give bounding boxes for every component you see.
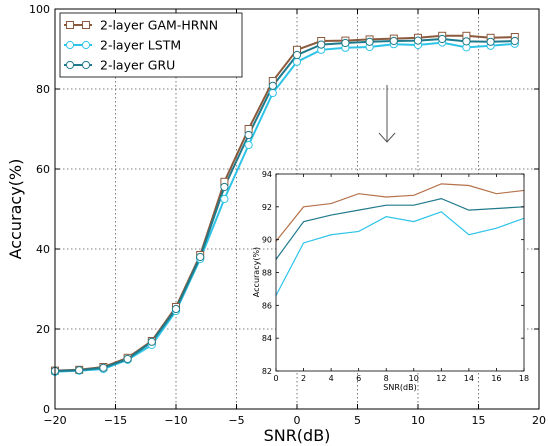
legend-marker [81,60,91,70]
inset-x-tick-label: 6 [356,374,361,383]
y-tick-label: 40 [36,243,50,256]
legend-marker [65,40,75,50]
data-point [292,50,302,60]
data-point [486,37,495,46]
x-tick-label: −10 [164,414,187,427]
data-point [389,36,398,46]
legend-label-2: 2-layer GRU [100,58,175,73]
inset-x-tick-label: 8 [384,374,389,383]
legend: 2-layer GAM-HRNN 2-layer LSTM 2-layer GRU [59,12,243,78]
data-point [292,57,302,66]
legend-marker [66,21,74,29]
x-axis-label: SNR(dB) [264,426,331,445]
data-point [123,354,132,364]
legend-label-1: 2-layer LSTM [100,38,181,53]
x-tick-label: 5 [354,414,361,427]
x-tick-label: −5 [228,414,244,427]
inset-x-tick-label: 16 [491,374,501,383]
data-point [438,34,447,44]
data-point [268,81,277,90]
main-series [50,31,519,376]
inset-y-tick-label: 88 [262,269,272,278]
data-point [196,252,205,262]
y-tick-label: 80 [36,83,50,96]
data-point [268,88,277,98]
x-tick-label: 0 [294,414,301,427]
x-tick-label: 15 [472,414,486,427]
inset-y-tick-label: 92 [262,203,272,212]
inset-series-line-2 [275,197,525,260]
inset-chart: 0 2 4 6 8 10 12 14 16 18 82 84 86 88 90 92 94 SNR(dB) Ac… [252,170,529,392]
data-point [510,36,519,46]
data-point [413,36,423,45]
inset-y-tick-label: 94 [262,170,272,179]
legend-marker [81,40,91,50]
x-tick-label: −20 [43,414,66,427]
inset-series-line-0 [275,183,525,242]
arrow-annotation [378,85,396,143]
inset-y-tick-label: 82 [262,367,272,376]
x-tick-label: 10 [411,414,425,427]
legend-label-0: 2-layer GAM-HRNN [100,18,218,33]
inset-ticks: 0 2 4 6 8 10 12 14 16 18 82 84 86 88 90 92 94 [262,170,529,383]
data-point [244,130,253,140]
inset-y-tick-label: 86 [262,301,272,310]
data-point [171,304,181,314]
y-tick-label: 60 [36,163,50,176]
inset-series-line-1 [275,211,525,296]
legend-marker [82,21,90,29]
y-tick-label: 100 [29,3,50,16]
inset-series [275,183,525,296]
x-tick-label: −15 [104,414,127,427]
inset-x-tick-label: 2 [301,374,306,383]
inset-y-tick-label: 84 [262,334,272,343]
inset-y-tick-label: 90 [262,236,272,245]
data-point [75,366,84,375]
y-axis-label: Accuracy(%) [6,159,25,260]
data-point [244,140,253,150]
inset-x-tick-label: 10 [409,374,419,383]
data-point [317,40,326,49]
y-tick-label: 20 [36,323,50,336]
inset-x-tick-label: 0 [273,374,278,383]
data-point [220,194,229,204]
data-point [220,182,229,192]
inset-x-tick-label: 14 [464,374,474,383]
data-point [341,38,350,48]
inset-y-axis-label: Accuracy(%) [252,247,261,297]
x-tick-label: 20 [532,414,546,427]
inset-background [276,174,524,371]
legend-marker [65,60,75,70]
inset-x-axis-label: SNR(dB) [383,383,416,392]
y-tick-label: 0 [43,403,50,416]
data-point [99,363,108,372]
inset-x-tick-label: 18 [519,374,529,383]
data-point [462,37,471,46]
data-point [147,337,156,346]
inset-x-tick-label: 12 [436,374,446,383]
inset-x-tick-label: 4 [329,374,334,383]
data-point [365,37,374,46]
